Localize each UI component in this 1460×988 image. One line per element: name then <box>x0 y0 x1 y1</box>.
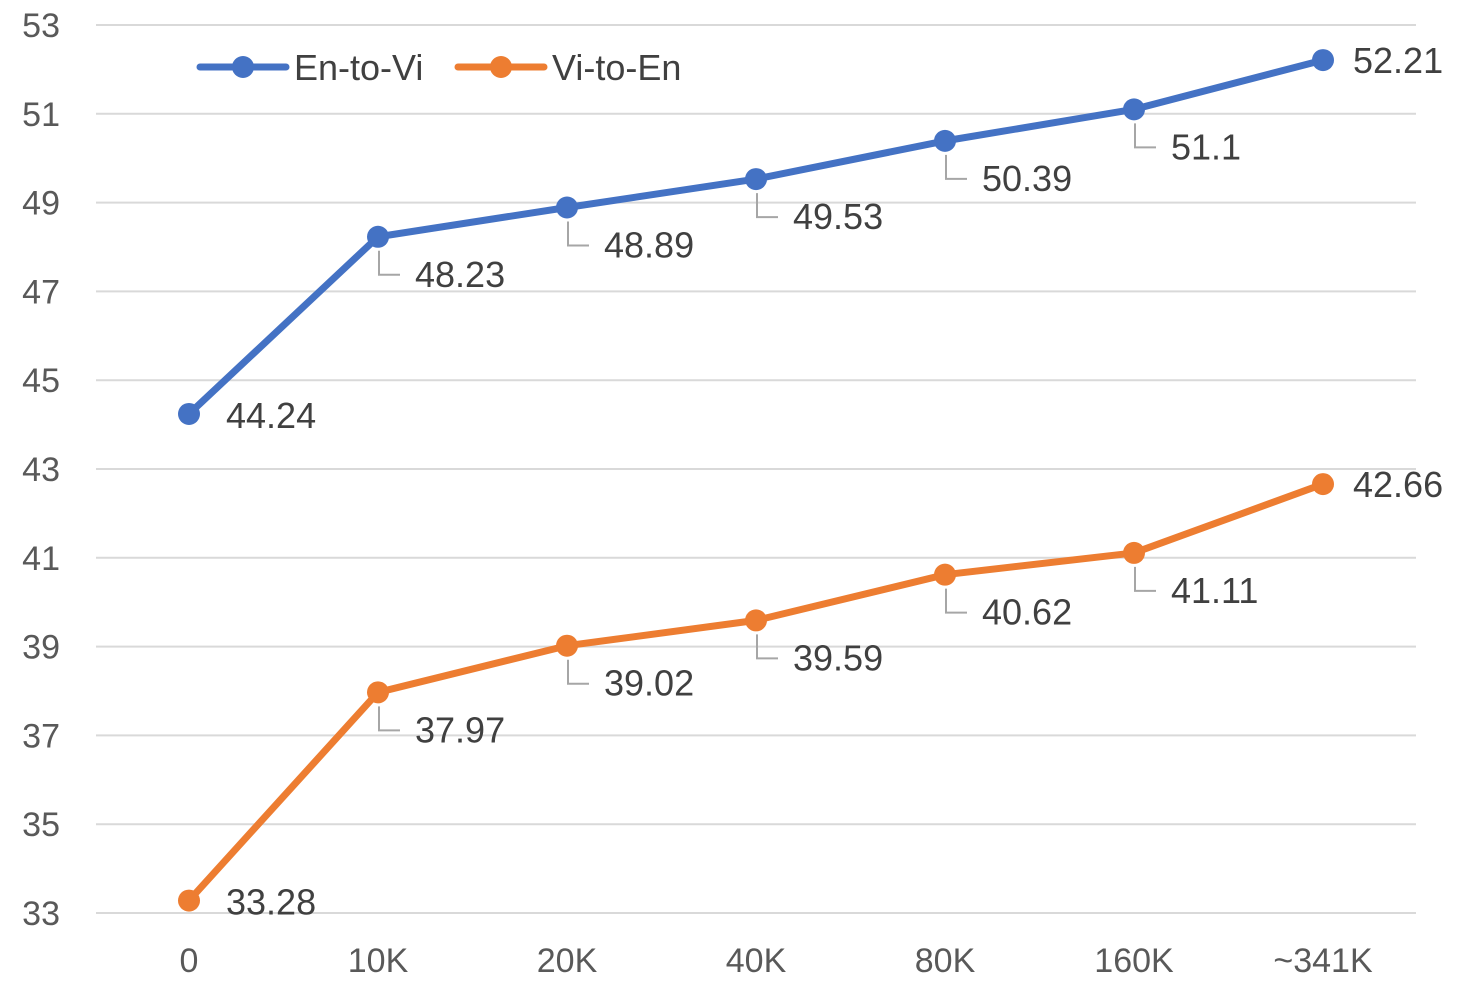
data-label: 49.53 <box>793 196 883 237</box>
x-tick-label: 80K <box>915 942 976 980</box>
data-label-leader <box>756 634 778 660</box>
data-label-leader <box>1134 123 1156 149</box>
y-tick-label: 35 <box>22 806 60 844</box>
data-label-leader <box>945 154 967 180</box>
data-point-marker <box>1123 541 1145 564</box>
data-point-marker <box>1123 98 1145 121</box>
y-tick-label: 49 <box>22 185 60 223</box>
data-point-marker <box>1312 473 1334 496</box>
data-point-marker <box>934 563 956 586</box>
series-group: 44.2448.2348.8949.5350.3951.152.2133.283… <box>178 40 1443 923</box>
y-tick-label: 37 <box>22 717 60 755</box>
data-label: 40.62 <box>982 592 1072 633</box>
x-tick-label: 10K <box>348 942 409 980</box>
data-label-leader <box>567 659 589 685</box>
data-label: 39.59 <box>793 637 883 678</box>
y-tick-label: 43 <box>22 451 60 489</box>
data-label: 37.97 <box>415 709 505 750</box>
data-label-leader <box>567 221 589 247</box>
series-vi-to-en: 33.28 37.97 39.02 39.59 40.62 41.11 42.66 <box>178 464 1443 923</box>
data-point-marker <box>745 168 767 191</box>
y-tick-label: 51 <box>22 96 60 134</box>
data-label: 42.66 <box>1353 464 1443 505</box>
data-label: 52.21 <box>1353 40 1443 81</box>
legend-marker <box>490 56 512 78</box>
legend-marker <box>232 56 254 78</box>
x-tick-label: 0 <box>180 942 199 980</box>
series-line <box>185 480 1327 905</box>
data-label: 41.11 <box>1171 570 1258 611</box>
legend-item: En-to-Vi <box>196 47 423 88</box>
data-label-leader <box>378 250 400 276</box>
y-tick-label: 33 <box>22 895 60 933</box>
data-label-leader <box>756 193 778 219</box>
data-point-marker <box>1312 49 1334 72</box>
y-tick-label: 41 <box>22 540 60 578</box>
legend-item: Vi-to-En <box>454 47 681 88</box>
x-tick-label: ~341K <box>1273 942 1373 980</box>
data-point-marker <box>934 129 956 152</box>
data-label-leader <box>945 588 967 614</box>
data-label: 48.89 <box>604 224 694 265</box>
y-tick-label: 39 <box>22 629 60 667</box>
data-point-marker <box>178 402 200 425</box>
x-tick-label: 20K <box>537 942 598 980</box>
data-label: 33.28 <box>226 882 316 923</box>
series-en-to-vi: 44.24 48.23 48.89 49.53 50.39 51.1 52.21 <box>178 40 1443 436</box>
y-tick-label: 47 <box>22 273 60 311</box>
data-point-marker <box>178 889 200 912</box>
data-point-marker <box>745 609 767 632</box>
y-tick-label: 45 <box>22 362 60 400</box>
data-point-marker <box>367 225 389 248</box>
y-tick-label: 53 <box>22 7 60 45</box>
x-axis-ticks: 0 10K 20K 40K 80K 160K ~341K <box>180 942 1373 980</box>
x-tick-label: 160K <box>1094 942 1174 980</box>
data-label-leader <box>378 706 400 732</box>
data-point-marker <box>367 681 389 704</box>
data-point-marker <box>556 634 578 657</box>
data-label: 50.39 <box>982 158 1072 199</box>
data-point-marker <box>556 196 578 219</box>
data-label: 39.02 <box>604 663 694 704</box>
data-label-leader <box>1134 566 1156 592</box>
data-label: 51.1 <box>1171 126 1241 167</box>
legend-label: Vi-to-En <box>552 47 681 88</box>
legend: En-to-Vi Vi-to-En <box>196 47 681 88</box>
y-axis-ticks: 33 35 37 39 41 43 45 47 49 51 53 <box>22 7 60 933</box>
legend-label: En-to-Vi <box>294 47 423 88</box>
data-label: 48.23 <box>415 254 505 295</box>
data-label: 44.24 <box>226 395 316 436</box>
x-tick-label: 40K <box>726 942 787 980</box>
